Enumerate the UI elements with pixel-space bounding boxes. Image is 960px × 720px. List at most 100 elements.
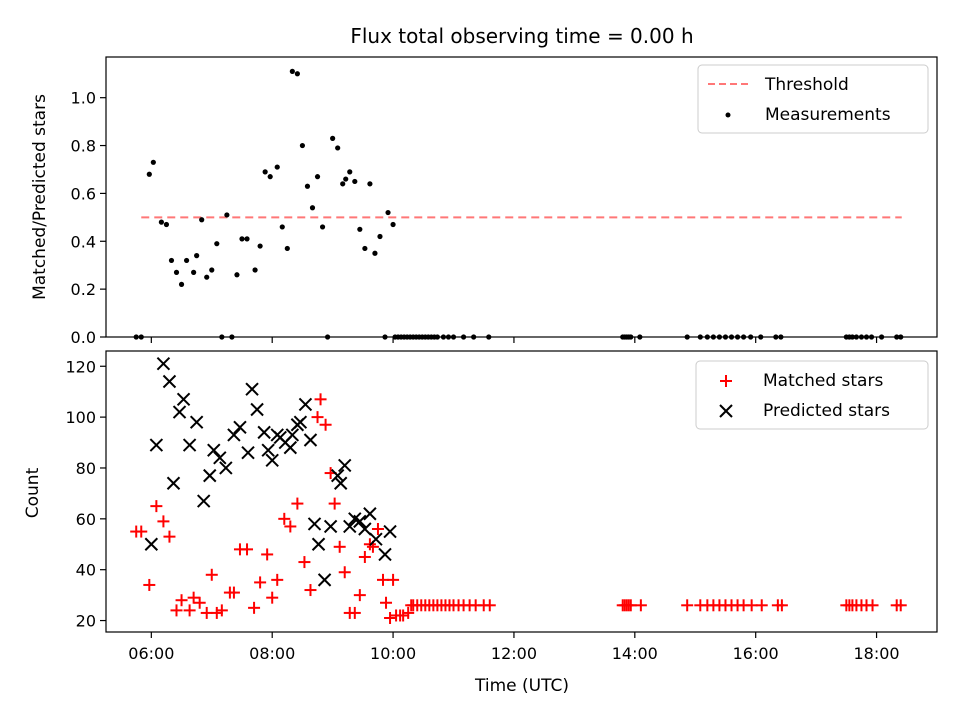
measurement-point xyxy=(335,145,341,151)
measurement-point xyxy=(163,221,170,228)
predicted-star-point xyxy=(363,507,377,521)
x-tick-label: 06:00 xyxy=(128,644,174,663)
measurement-point xyxy=(299,142,306,149)
bottom-plot-frame xyxy=(105,350,938,633)
top-legend-box xyxy=(697,64,929,134)
measurement-point xyxy=(390,221,396,228)
predicted-star-point xyxy=(257,425,271,440)
predicted-star-point xyxy=(311,537,326,551)
matched-star-point xyxy=(271,573,284,586)
predicted-star-point xyxy=(317,573,332,587)
measurement-point xyxy=(209,267,215,273)
top-y-axis: 0.0 0.2 0.4 0.6 0.8 1.0 xyxy=(71,89,106,347)
matched-star-point xyxy=(328,497,341,510)
measurement-point xyxy=(262,169,268,175)
measurement-point xyxy=(340,181,346,187)
top-legend: Threshold Measurements xyxy=(697,64,929,134)
legend-predicted-label: Predicted stars xyxy=(763,401,890,421)
predicted-star-point xyxy=(330,468,345,483)
matched-star-point xyxy=(384,612,397,625)
predicted-legend-marker xyxy=(719,404,733,418)
matched-star-point xyxy=(319,418,332,431)
matched-star-point xyxy=(193,596,206,609)
measurement-point xyxy=(267,174,273,180)
measurement-point xyxy=(204,274,210,280)
x-tick-label: 12:00 xyxy=(491,644,537,663)
matched-star-point xyxy=(483,599,496,612)
legend-measurements-label: Measurements xyxy=(765,105,891,125)
measurement-point xyxy=(289,68,295,74)
matched-star-point xyxy=(866,599,879,612)
measurement-point xyxy=(304,183,311,189)
measurement-point xyxy=(239,236,245,242)
matched-star-point xyxy=(745,599,758,612)
measurement-point xyxy=(274,164,280,170)
predicted-star-point xyxy=(189,415,204,429)
matched-star-point xyxy=(278,512,291,525)
matched-star-point xyxy=(175,594,188,607)
predicted-star-point xyxy=(182,438,197,452)
matched-star-point xyxy=(241,543,254,556)
measurements-legend-marker xyxy=(725,112,731,118)
matched-star-point xyxy=(397,609,410,622)
matched-star-point xyxy=(150,500,163,513)
matched-star-point xyxy=(377,573,389,586)
predicted-star-point xyxy=(250,402,264,417)
predicted-star-point xyxy=(162,374,177,389)
predicted-star-point xyxy=(369,532,383,546)
predicted-star-point xyxy=(176,392,191,407)
predicted-star-point xyxy=(343,519,357,534)
matched-star-point xyxy=(338,566,351,579)
bottom-y-tick-label: 60 xyxy=(76,510,96,529)
matched-star-point xyxy=(135,525,148,538)
measurement-point xyxy=(244,236,250,242)
measurement-point xyxy=(377,233,383,240)
predicted-star-point xyxy=(149,438,164,452)
matched-star-point xyxy=(333,540,346,553)
x-tick-label: 10:00 xyxy=(370,644,416,663)
matched-star-point xyxy=(227,586,240,599)
matched-star-point xyxy=(353,589,366,602)
measurement-point xyxy=(330,135,336,141)
measurement-point xyxy=(372,250,378,256)
top-y-tick-label: 0.0 xyxy=(71,328,96,347)
predicted-star-point xyxy=(207,443,221,457)
measurement-point xyxy=(284,245,290,252)
matched-star-point xyxy=(157,515,170,528)
matched-star-point xyxy=(298,556,311,569)
predicted-star-point xyxy=(213,451,227,465)
measurement-point xyxy=(146,171,152,177)
matched-star-point xyxy=(380,596,393,609)
matched-star-point xyxy=(205,568,218,581)
matched-star-point xyxy=(210,606,223,619)
predicted-star-point xyxy=(303,433,318,447)
predicted-star-point xyxy=(156,357,171,371)
predicted-star-point xyxy=(285,428,300,442)
top-plot-frame xyxy=(105,56,938,338)
matched-star-point xyxy=(304,584,317,597)
bottom-y-tick-label: 40 xyxy=(76,561,96,580)
measurement-point xyxy=(357,226,363,232)
predicted-star-point xyxy=(353,514,367,529)
measurement-point xyxy=(362,245,368,252)
top-data-layer xyxy=(133,68,904,340)
predicted-star-point xyxy=(333,476,348,490)
x-tick-label: 14:00 xyxy=(612,644,658,663)
matched-star-point xyxy=(266,591,279,604)
measurement-point xyxy=(347,169,353,175)
measurement-point xyxy=(343,176,349,182)
measurement-point xyxy=(158,219,164,225)
predicted-star-point xyxy=(166,476,181,490)
bottom-y-axis: 20 40 60 80 100 120 xyxy=(65,357,106,631)
matched-legend-marker xyxy=(720,375,732,387)
matched-star-point xyxy=(755,599,768,612)
top-panel: 0.0 0.2 0.4 0.6 0.8 1.0 Matched/Predicted sta… xyxy=(30,56,938,347)
predicted-star-point xyxy=(378,547,392,562)
predicted-star-point xyxy=(227,428,241,442)
predicted-star-point xyxy=(358,522,372,536)
matched-star-point xyxy=(291,497,304,510)
top-y-tick-label: 1.0 xyxy=(71,89,96,108)
predicted-star-point xyxy=(261,443,275,457)
predicted-star-point xyxy=(283,440,298,455)
measurement-point xyxy=(183,257,190,264)
